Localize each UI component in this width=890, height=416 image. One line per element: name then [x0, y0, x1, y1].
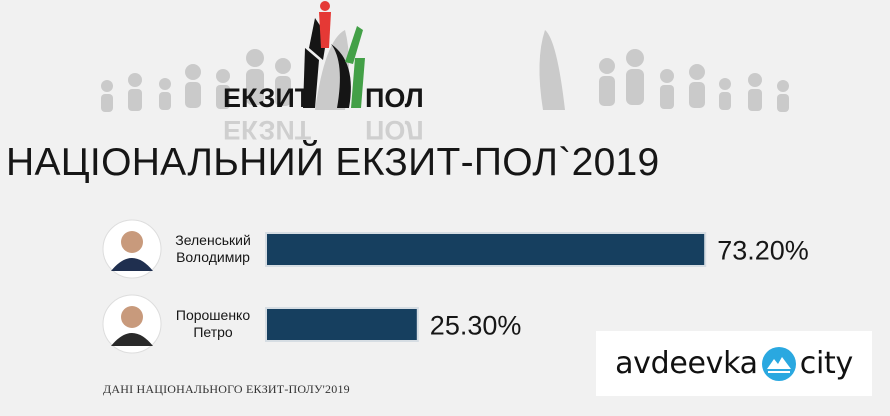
candidate-photo [102, 294, 162, 354]
logo-text-left: ЕКЗИТ [223, 83, 312, 113]
bar-chart-svg: Зеленський Володимир 73.20% Порошенко Петро 2… [102, 219, 809, 354]
logo-graphic: ЕКЗИТ ПОЛ ЕКЗИТ ПОЛ [101, 1, 789, 140]
bar [265, 232, 707, 267]
value-label: 73.20% [717, 236, 809, 266]
data-source-note: ДАНІ НАЦІОНАЛЬНОГО ЕКЗИТ-ПОЛУ'2019 [103, 382, 350, 396]
logo-text-right: ПОЛ [365, 83, 424, 113]
watermark-text-right: city [799, 346, 853, 381]
category-label: Зеленський Володимир [175, 232, 251, 265]
bar [265, 307, 419, 342]
avdeevka-city-watermark: avdeevka city [596, 331, 872, 396]
candidate-photo [102, 219, 162, 279]
category-label: Порошенко Петро [176, 307, 250, 340]
logo-reflection: ЕКЗИТ ПОЛ [223, 115, 424, 140]
page-title: НАЦІОНАЛЬНИЙ ЕКЗИТ-ПОЛ`2019 [6, 141, 660, 184]
svg-text:ПОЛ: ПОЛ [365, 115, 424, 140]
exit-poll-logo: ЕКЗИТ ПОЛ ЕКЗИТ ПОЛ [95, 0, 795, 140]
crowd-silhouettes [101, 30, 789, 112]
logo-figures [303, 1, 365, 108]
mountain-circle-icon [761, 346, 797, 382]
value-label: 25.30% [430, 311, 522, 341]
svg-text:ЕКЗИТ: ЕКЗИТ [223, 115, 312, 140]
watermark-text-left: avdeevka [615, 346, 758, 381]
results-bar-chart: Зеленський Володимир 73.20% Порошенко Петро 2… [0, 205, 890, 365]
